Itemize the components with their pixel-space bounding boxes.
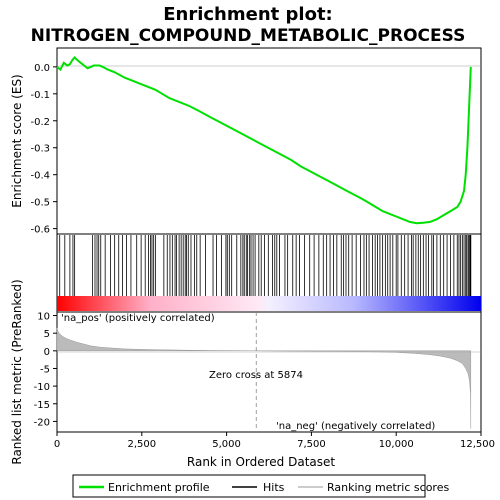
metric-y-tick-label: -10 (34, 382, 50, 393)
negative-correlation-label: 'na_neg' (negatively correlated) (276, 421, 435, 432)
metric-panel-frame (56, 311, 482, 433)
metric-y-tick-label: 5 (44, 329, 50, 340)
es-y-tick-label: -0.3 (30, 144, 50, 155)
metric-y-tick-label: -15 (34, 400, 50, 411)
metric-x-tick-label: 0 (54, 439, 60, 450)
legend-box (72, 474, 426, 498)
es-y-tick-label: -0.1 (30, 90, 50, 101)
metric-y-tick-label: -20 (34, 417, 50, 428)
metric-x-tick-label: 12,500 (460, 439, 495, 450)
metric-y-tick-label: 10 (37, 312, 50, 323)
positive-correlation-label: 'na_pos' (positively correlated) (61, 313, 215, 324)
es-y-axis-label: Enrichment score (ES) (10, 74, 24, 207)
legend-metric-label: Ranking metric scores (327, 481, 449, 494)
chart-title-line1: Enrichment plot: (163, 4, 333, 25)
legend-hits-label: Hits (263, 481, 285, 494)
es-y-tick-label: -0.4 (30, 171, 50, 182)
metric-y-tick-label: -5 (40, 364, 50, 375)
chart-title-line2: NITROGEN_COMPOUND_METABOLIC_PROCESS (31, 26, 466, 46)
es-y-tick-label: 0.0 (34, 63, 50, 74)
zero-cross-label: Zero cross at 5874 (209, 370, 303, 381)
es-y-tick-label: -0.2 (30, 117, 50, 128)
es-y-tick-label: -0.5 (30, 198, 50, 209)
metric-x-tick-label: 10,000 (379, 439, 414, 450)
es-y-axis: 0.0 -0.1 -0.2 -0.3 -0.4 -0.5 -0.6 (30, 63, 57, 236)
metric-x-tick-label: 2,500 (127, 439, 156, 450)
metric-x-tick-label: 7,500 (297, 439, 326, 450)
metric-y-tick-label: 0 (44, 347, 50, 358)
metric-y-axis-label: Ranked list metric (PreRanked) (10, 279, 24, 464)
metric-x-axis: 0 2,500 5,000 7,500 10,000 12,500 (54, 432, 495, 450)
ranking-metric-area (56, 327, 472, 429)
enrichment-profile-line (56, 55, 472, 225)
legend-enrichment-label: Enrichment profile (108, 481, 210, 494)
metric-x-tick-label: 5,000 (212, 439, 241, 450)
rank-color-bar (57, 296, 481, 311)
metric-y-axis: 10 5 0 -5 -10 -15 -20 (34, 312, 57, 428)
hits-markers (59, 235, 472, 296)
metric-x-axis-label: Rank in Ordered Dataset (187, 455, 335, 469)
es-y-tick-label: -0.6 (30, 225, 50, 236)
